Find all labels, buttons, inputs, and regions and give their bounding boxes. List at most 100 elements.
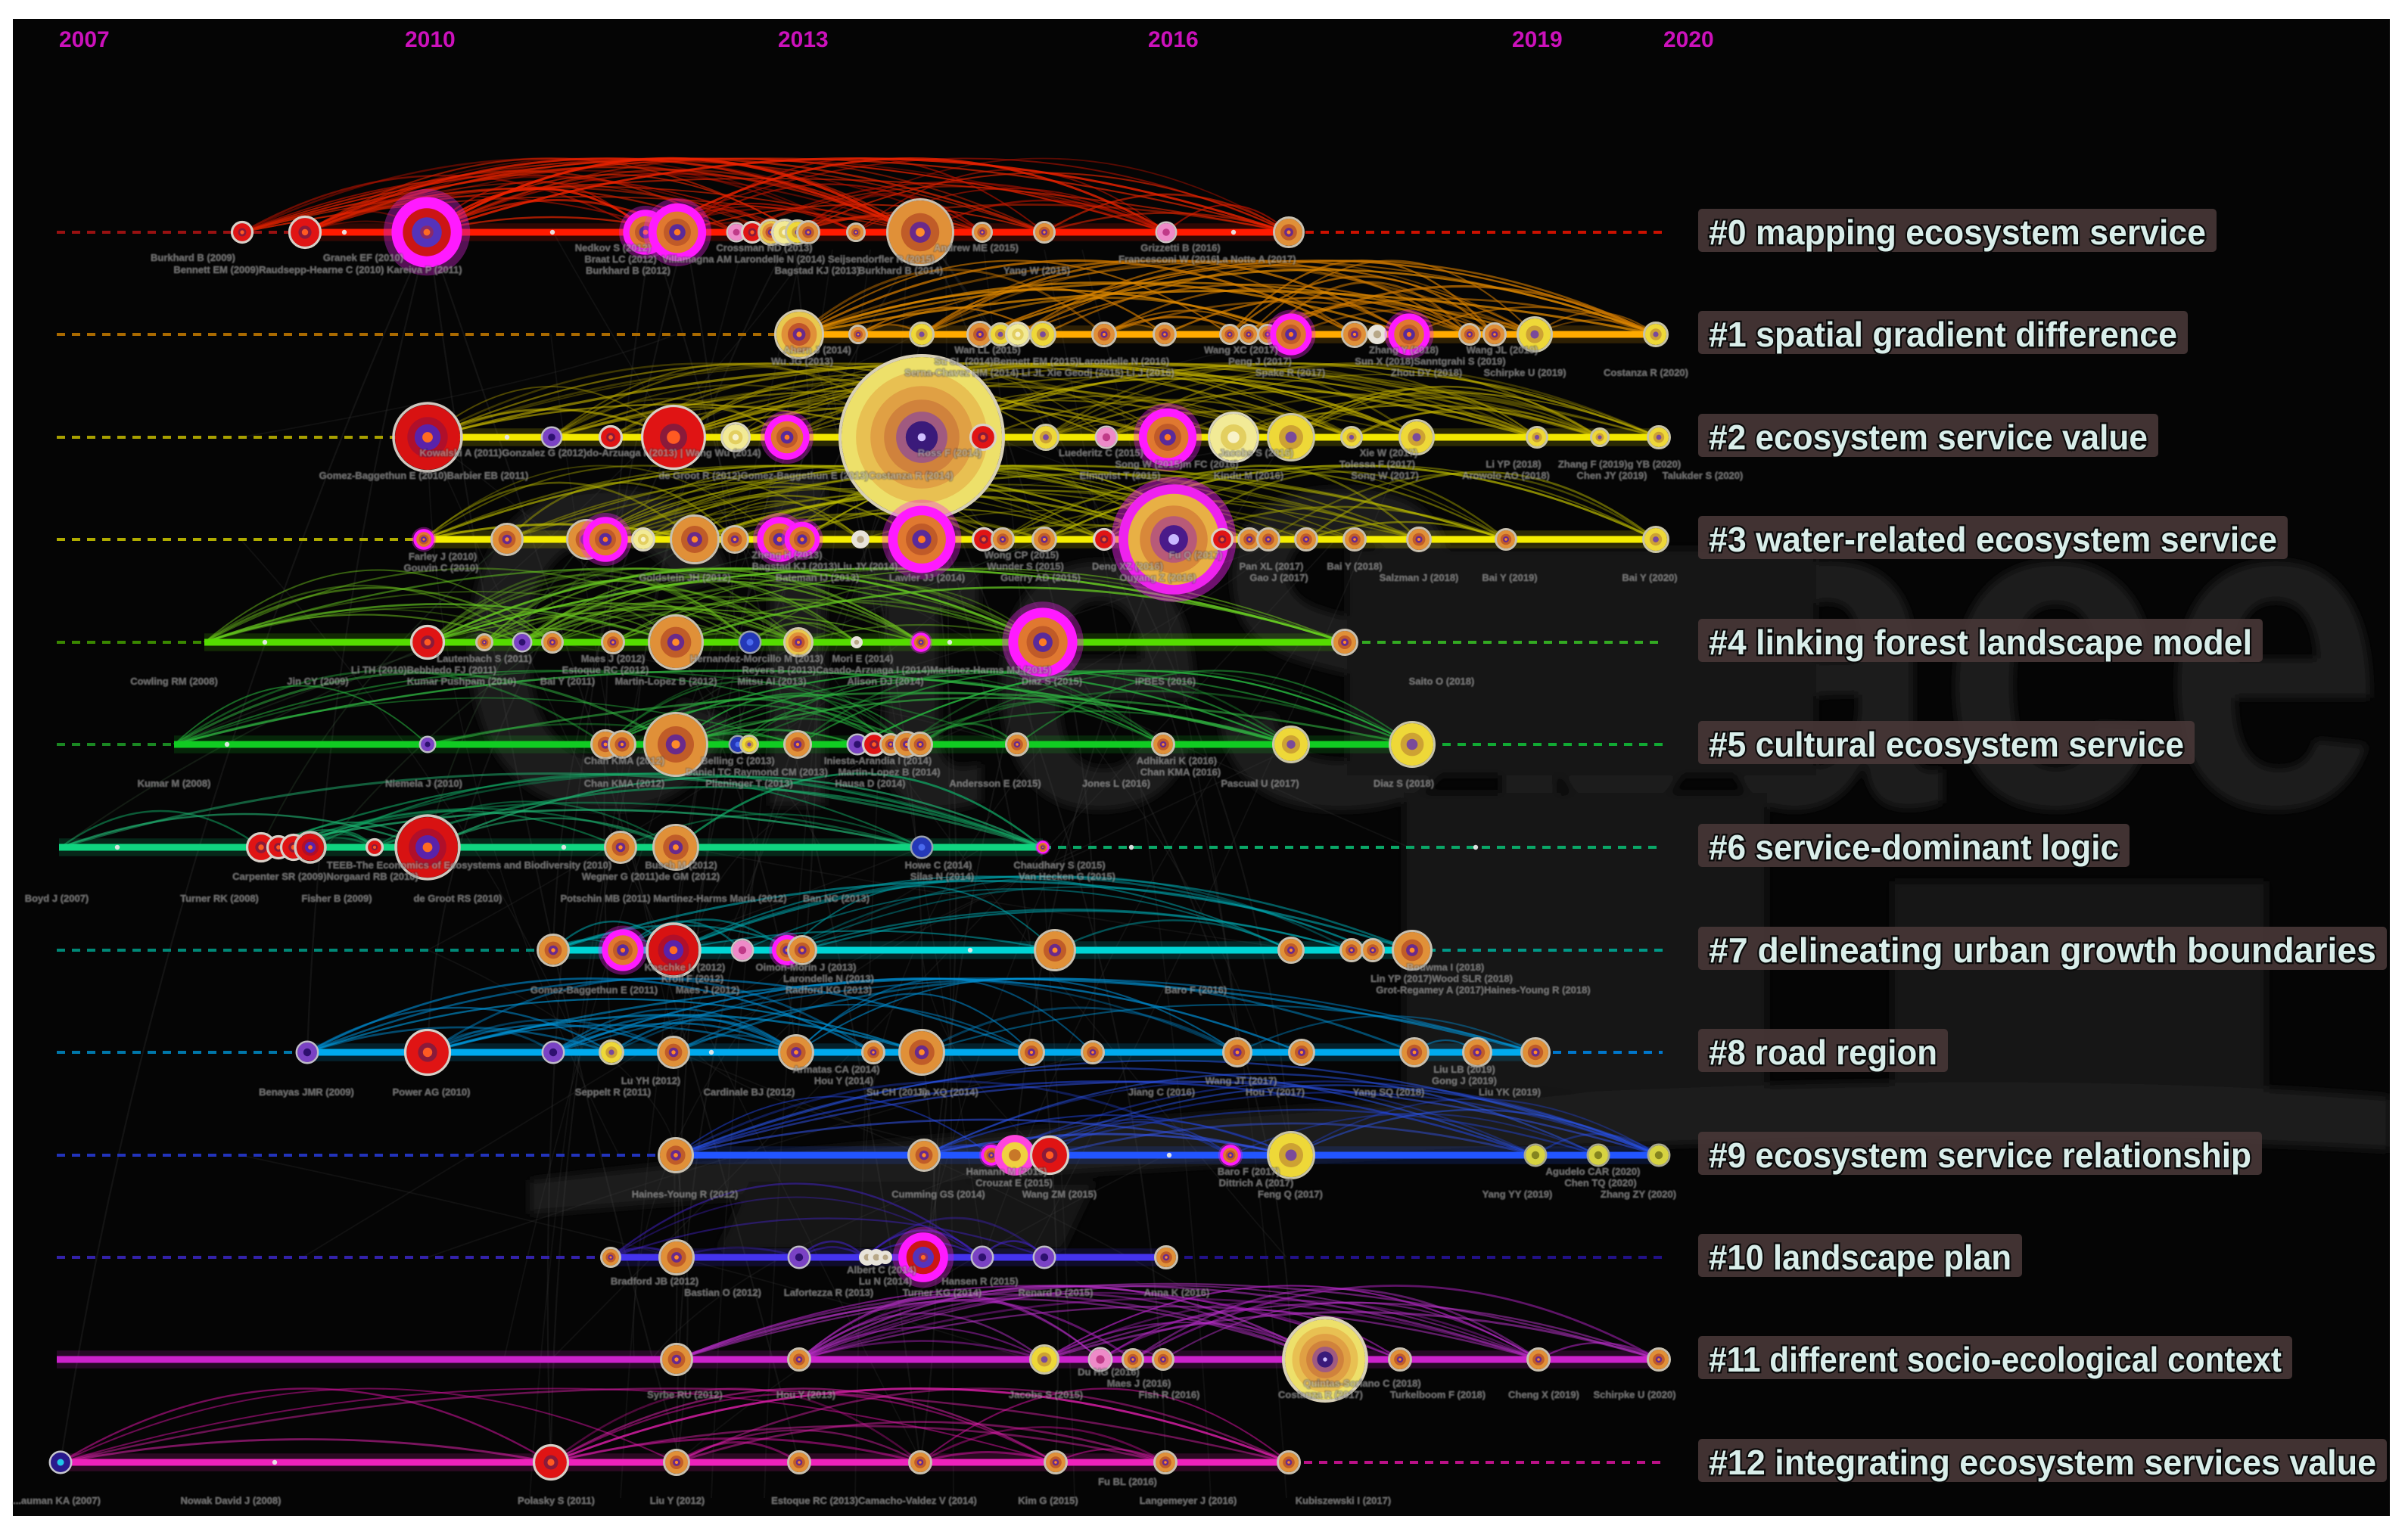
svg-text:Wan LL (2015): Wan LL (2015): [954, 344, 1020, 356]
svg-text:Jones L (2016): Jones L (2016): [1082, 778, 1150, 789]
svg-text:Maes J (2016): Maes J (2016): [1107, 1378, 1171, 1389]
svg-text:Seppelt R (2011): Seppelt R (2011): [575, 1086, 651, 1098]
svg-text:Andersson E (2015): Andersson E (2015): [949, 778, 1041, 789]
svg-text:Turner KG (2014): Turner KG (2014): [903, 1287, 982, 1298]
svg-text:Luederitz C (2015): Luederitz C (2015): [1059, 447, 1143, 458]
svg-text:Kindu M (2016): Kindu M (2016): [1214, 470, 1283, 481]
svg-text:Yang SQ (2018): Yang SQ (2018): [1353, 1086, 1425, 1098]
svg-text:Bai Y (2018): Bai Y (2018): [1327, 561, 1382, 572]
svg-text:de Groot RS (2010): de Groot RS (2010): [413, 893, 502, 904]
svg-text:Ross F (2014): Ross F (2014): [918, 447, 982, 458]
svg-text:Yang YY (2019): Yang YY (2019): [1482, 1188, 1553, 1200]
svg-text:Benayas JMR (2009): Benayas JMR (2009): [259, 1086, 354, 1098]
svg-text:Liu YK (2019): Liu YK (2019): [1479, 1086, 1541, 1098]
svg-text:Liu LB (2019): Liu LB (2019): [1433, 1064, 1495, 1075]
svg-text:Costanza R (2017): Costanza R (2017): [1278, 1389, 1363, 1400]
svg-text:La Notte A (2017): La Notte A (2017): [1216, 253, 1296, 265]
svg-text:Bagstad KJ (2013)Liu JY (2014): Bagstad KJ (2013)Liu JY (2014): [752, 561, 898, 572]
svg-text:Nowak David J (2008): Nowak David J (2008): [181, 1495, 282, 1506]
svg-text:#8 road region: #8 road region: [1709, 1033, 1937, 1072]
svg-text:#9 ecosystem service relations: #9 ecosystem service relationship: [1709, 1136, 2251, 1175]
svg-text:Boyd J (2007): Boyd J (2007): [25, 893, 89, 904]
svg-text:Chan KMA (2016): Chan KMA (2016): [1140, 766, 1221, 778]
svg-text:Niemela J (2010): Niemela J (2010): [385, 778, 462, 789]
svg-text:Cumming GS (2014): Cumming GS (2014): [891, 1188, 985, 1200]
svg-text:Pascual U (2017): Pascual U (2017): [1221, 778, 1299, 789]
svg-text:Grot-Regamey A (2017)Haines-Yo: Grot-Regamey A (2017)Haines-Young R (201…: [1376, 984, 1590, 996]
svg-text:Lawler JJ (2014): Lawler JJ (2014): [889, 572, 965, 583]
svg-text:Song W (2017): Song W (2017): [1351, 470, 1419, 481]
svg-text:Turner RK (2008): Turner RK (2008): [180, 893, 259, 904]
svg-text:Braat LC (2012): Braat LC (2012): [584, 253, 656, 265]
svg-text:Mori E (2014): Mori E (2014): [832, 653, 894, 664]
svg-text:Francesconi W (2016): Francesconi W (2016): [1118, 253, 1220, 265]
svg-text:Hou Y (2017): Hou Y (2017): [1246, 1086, 1305, 1098]
svg-text:Oimon-Morin J (2013): Oimon-Morin J (2013): [756, 962, 857, 973]
svg-text:Yang W (2015): Yang W (2015): [1003, 265, 1070, 276]
svg-text:Potschin MB (2011) Martinez-Ha: Potschin MB (2011) Martinez-Harms Maria …: [560, 893, 786, 904]
svg-text:Bouwma I (2018): Bouwma I (2018): [1407, 962, 1485, 973]
svg-text:Salzman J (2018): Salzman J (2018): [1380, 572, 1459, 583]
svg-text:Gomez-Baggethun E (2011): Gomez-Baggethun E (2011): [530, 984, 658, 996]
svg-text:Diaz S (2015): Diaz S (2015): [1022, 676, 1082, 687]
svg-text:Su CH (2013): Su CH (2013): [866, 1086, 927, 1098]
svg-text:Deng XZ (2016): Deng XZ (2016): [1092, 561, 1163, 572]
svg-text:Jacobs S (2015): Jacobs S (2015): [1009, 1389, 1083, 1400]
svg-text:Martin-Lopez B (2012): Martin-Lopez B (2012): [614, 676, 717, 687]
svg-text:Hernandez-Morcillo M (2013): Hernandez-Morcillo M (2013): [690, 653, 823, 664]
svg-text:de Groot R (2012)Gomez-Baggeth: de Groot R (2012)Gomez-Baggethun E (2013…: [658, 470, 953, 481]
svg-text:#6 service-dominant logic: #6 service-dominant logic: [1709, 828, 2119, 867]
svg-text:Koschke L (2012): Koschke L (2012): [645, 962, 726, 973]
svg-text:Hou Y (2014): Hou Y (2014): [814, 1075, 873, 1086]
svg-text:Gomez-Baggethun E (2010)Barbie: Gomez-Baggethun E (2010)Barbier EB (2011…: [319, 470, 529, 481]
svg-text:Bradford JB (2012): Bradford JB (2012): [611, 1275, 698, 1287]
svg-text:Diaz S (2018): Diaz S (2018): [1374, 778, 1434, 789]
svg-text:Wang JT (2017): Wang JT (2017): [1206, 1075, 1277, 1086]
svg-text:2016: 2016: [1148, 27, 1199, 52]
svg-text:Pan XL (2017): Pan XL (2017): [1239, 561, 1303, 572]
svg-text:Gao J (2017): Gao J (2017): [1249, 572, 1308, 583]
svg-text:Wunder S (2015): Wunder S (2015): [987, 561, 1064, 572]
svg-text:Peng J (2017): Peng J (2017): [1228, 356, 1292, 367]
svg-text:Van Hecken G (2015): Van Hecken G (2015): [1019, 871, 1115, 882]
svg-text:#12 integrating ecosystem serv: #12 integrating ecosystem services value: [1709, 1443, 2376, 1482]
svg-text:Lin YP (2017)Wood SLR (2018): Lin YP (2017)Wood SLR (2018): [1370, 973, 1513, 984]
svg-text:Andrew ME (2015): Andrew ME (2015): [934, 242, 1019, 253]
svg-text:Langemeyer J (2016): Langemeyer J (2016): [1140, 1495, 1237, 1506]
svg-text:#2 ecosystem service value: #2 ecosystem service value: [1709, 418, 2148, 457]
svg-text:Fu Q (2017): Fu Q (2017): [1169, 549, 1223, 561]
svg-text:#1 spatial gradient difference: #1 spatial gradient difference: [1709, 315, 2177, 354]
svg-text:Cheng X (2019): Cheng X (2019): [1508, 1389, 1579, 1400]
svg-text:Maes J (2012): Maes J (2012): [581, 653, 646, 664]
svg-text:Schirpke U (2019): Schirpke U (2019): [1483, 367, 1566, 378]
svg-text:Fisher B (2009): Fisher B (2009): [301, 893, 372, 904]
svg-text:Tolessa F (2017): Tolessa F (2017): [1339, 458, 1415, 470]
svg-text:Bateman IJ (2013): Bateman IJ (2013): [776, 572, 860, 583]
svg-text:Silas N (2014): Silas N (2014): [910, 871, 975, 882]
svg-text:Carpenter SR (2009)Norgaard RB: Carpenter SR (2009)Norgaard RB (2010): [232, 871, 418, 882]
svg-text:Zhou DY (2018): Zhou DY (2018): [1391, 367, 1462, 378]
svg-text:Crossman ND (2013): Crossman ND (2013): [716, 242, 812, 253]
svg-text:#11 different socio-ecological: #11 different socio-ecological context: [1709, 1340, 2282, 1379]
svg-text:Hausa D (2014): Hausa D (2014): [835, 778, 905, 789]
svg-text:2010: 2010: [405, 27, 456, 52]
svg-text:Wang XC (2017): Wang XC (2017): [1204, 344, 1278, 356]
svg-text:Kim G (2015): Kim G (2015): [1018, 1495, 1078, 1506]
svg-text:Jia XQ (2014): Jia XQ (2014): [916, 1086, 978, 1098]
svg-text:Larondelle N (2013): Larondelle N (2013): [783, 973, 874, 984]
svg-text:2007: 2007: [59, 27, 110, 52]
svg-text:Kroll F (2012): Kroll F (2012): [661, 973, 723, 984]
svg-text:Ban NC (2013): Ban NC (2013): [803, 893, 870, 904]
svg-text:Elmqvist T (2015): Elmqvist T (2015): [1080, 470, 1161, 481]
svg-text:...auman KA (2007): ...auman KA (2007): [13, 1495, 101, 1506]
svg-text:Grizzetti B (2016): Grizzetti B (2016): [1140, 242, 1220, 253]
svg-text:Burkhard B (2012): Burkhard B (2012): [586, 265, 670, 276]
svg-text:Power AG (2010): Power AG (2010): [393, 1086, 471, 1098]
svg-text:Burkhard B (2009): Burkhard B (2009): [151, 252, 235, 263]
svg-text:Su SL (2014)Bennett EM (2015)L: Su SL (2014)Bennett EM (2015)Larondelle …: [935, 356, 1169, 367]
svg-text:Hou Y (2013): Hou Y (2013): [776, 1389, 835, 1400]
svg-text:Chaudhary S (2015): Chaudhary S (2015): [1013, 859, 1105, 871]
svg-text:Polasky S (2011): Polasky S (2011): [518, 1495, 595, 1506]
svg-text:Fu BL (2016): Fu BL (2016): [1098, 1476, 1157, 1487]
svg-text:Estoque RC (2012): Estoque RC (2012): [562, 664, 649, 676]
